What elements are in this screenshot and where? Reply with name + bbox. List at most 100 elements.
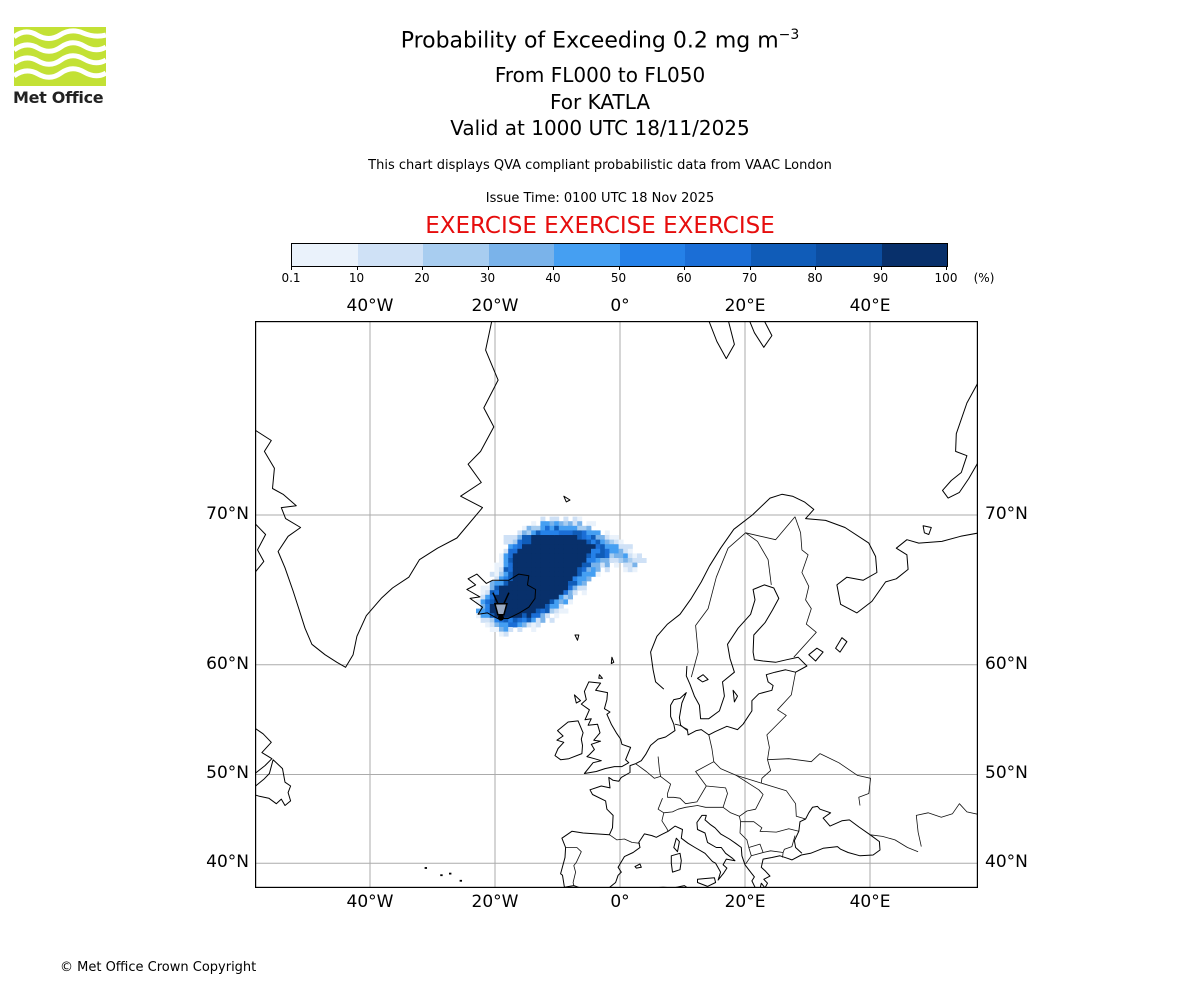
met-office-logo <box>12 27 108 90</box>
border-ro-md-ua <box>761 782 806 820</box>
plume-cell <box>476 613 481 619</box>
plume-cell <box>503 562 509 568</box>
plume-cell <box>586 525 592 531</box>
plume-cell <box>545 530 550 536</box>
plume-cell <box>517 553 523 559</box>
plume-cell <box>572 581 578 586</box>
plume-cell <box>549 548 555 554</box>
plume-cell <box>558 525 564 531</box>
lat-label-right: 70°N <box>985 503 1028 524</box>
plume-cell <box>600 535 606 540</box>
plume-cell <box>499 585 504 591</box>
plume-cell <box>485 599 491 605</box>
plume-cell <box>526 525 532 531</box>
plume-cell <box>512 553 518 559</box>
plume-cell <box>508 627 514 632</box>
plume-cell <box>517 535 523 540</box>
plume-cell <box>508 604 514 609</box>
plume-cell <box>586 539 592 545</box>
plume-cell <box>554 604 560 609</box>
colorbar-tick-label: 10 <box>348 271 365 285</box>
plume-cell <box>614 535 619 540</box>
plume-cell <box>517 594 523 600</box>
plume-cell <box>499 553 504 559</box>
plume-cell <box>517 539 523 545</box>
lon-label-top: 0° <box>610 296 630 316</box>
plume-cell <box>512 562 518 568</box>
plume-cell <box>581 544 587 550</box>
plume-cell <box>545 567 550 573</box>
lat-label-right: 50°N <box>985 763 1028 784</box>
plume-cell <box>522 590 527 596</box>
plume-cell <box>581 525 587 531</box>
plume-cell <box>522 594 527 600</box>
plume-cell <box>540 525 546 531</box>
plume-cell <box>503 608 509 614</box>
plume-cell <box>577 544 583 550</box>
plume-cell <box>581 567 587 573</box>
plume-cell <box>517 585 523 591</box>
plume-cell <box>568 590 573 596</box>
plume-cell <box>591 539 596 545</box>
plume-cell <box>595 548 601 554</box>
plume-cell <box>577 539 583 545</box>
plume-cell <box>522 622 527 628</box>
plume-cell <box>485 604 491 609</box>
plume-cell <box>581 548 587 554</box>
plume-cell <box>512 599 518 605</box>
plume-cell <box>480 617 486 623</box>
plume-cell <box>531 530 537 536</box>
plume-cell <box>489 627 495 632</box>
plume-cell <box>558 576 564 582</box>
plume-cell <box>540 608 546 614</box>
plume-cell <box>554 567 560 573</box>
plume-cell <box>508 548 514 554</box>
plume-cell <box>535 604 541 609</box>
plume-cell <box>503 558 509 563</box>
plume-cell <box>499 567 504 573</box>
plume-cell <box>554 558 560 563</box>
plume-cell <box>600 558 606 563</box>
plume-cell <box>614 539 619 545</box>
colorbar-tick <box>880 266 882 270</box>
plume-cell <box>535 530 541 536</box>
border-alps-south <box>663 805 724 814</box>
plume-cell <box>554 521 560 527</box>
lon-label-bottom: 20°W <box>471 892 519 912</box>
plume-cell <box>563 544 569 550</box>
plume-cell <box>558 599 564 605</box>
lon-label-bottom: 40°W <box>346 892 394 912</box>
plume-cell <box>540 544 546 550</box>
coastline-europe-coast <box>560 584 881 888</box>
plume-cell <box>577 558 583 563</box>
plume-cell <box>581 553 587 559</box>
border-bg-gr-tr <box>763 835 796 853</box>
plume-cell <box>508 535 514 540</box>
border-de-west-south <box>657 756 707 805</box>
plume-cell <box>581 539 587 545</box>
colorbar-tick-label: 60 <box>676 271 692 285</box>
plume-cell <box>522 544 527 550</box>
plume-cell <box>595 571 601 577</box>
plume-cell <box>512 594 518 600</box>
plume-cell <box>540 535 546 540</box>
plume-cell <box>480 585 486 591</box>
plume-cell <box>499 622 504 628</box>
plume-cell <box>494 576 500 582</box>
plume-cell <box>623 562 629 568</box>
plume-cell <box>591 530 596 536</box>
plume-cell <box>512 558 518 563</box>
plume-cell <box>568 594 573 600</box>
plume-cell <box>499 599 504 605</box>
plume-cell <box>614 558 619 563</box>
border-fi-ru <box>793 516 817 658</box>
plume-cell <box>572 539 578 545</box>
plume-cell <box>531 613 537 619</box>
plume-cell <box>604 530 610 536</box>
plume-cell <box>595 544 601 550</box>
plume-cell <box>545 613 550 619</box>
plume-cell <box>586 521 592 527</box>
plume-cell <box>517 622 523 628</box>
colorbar-tick <box>422 266 423 270</box>
plume-cell <box>499 562 504 568</box>
